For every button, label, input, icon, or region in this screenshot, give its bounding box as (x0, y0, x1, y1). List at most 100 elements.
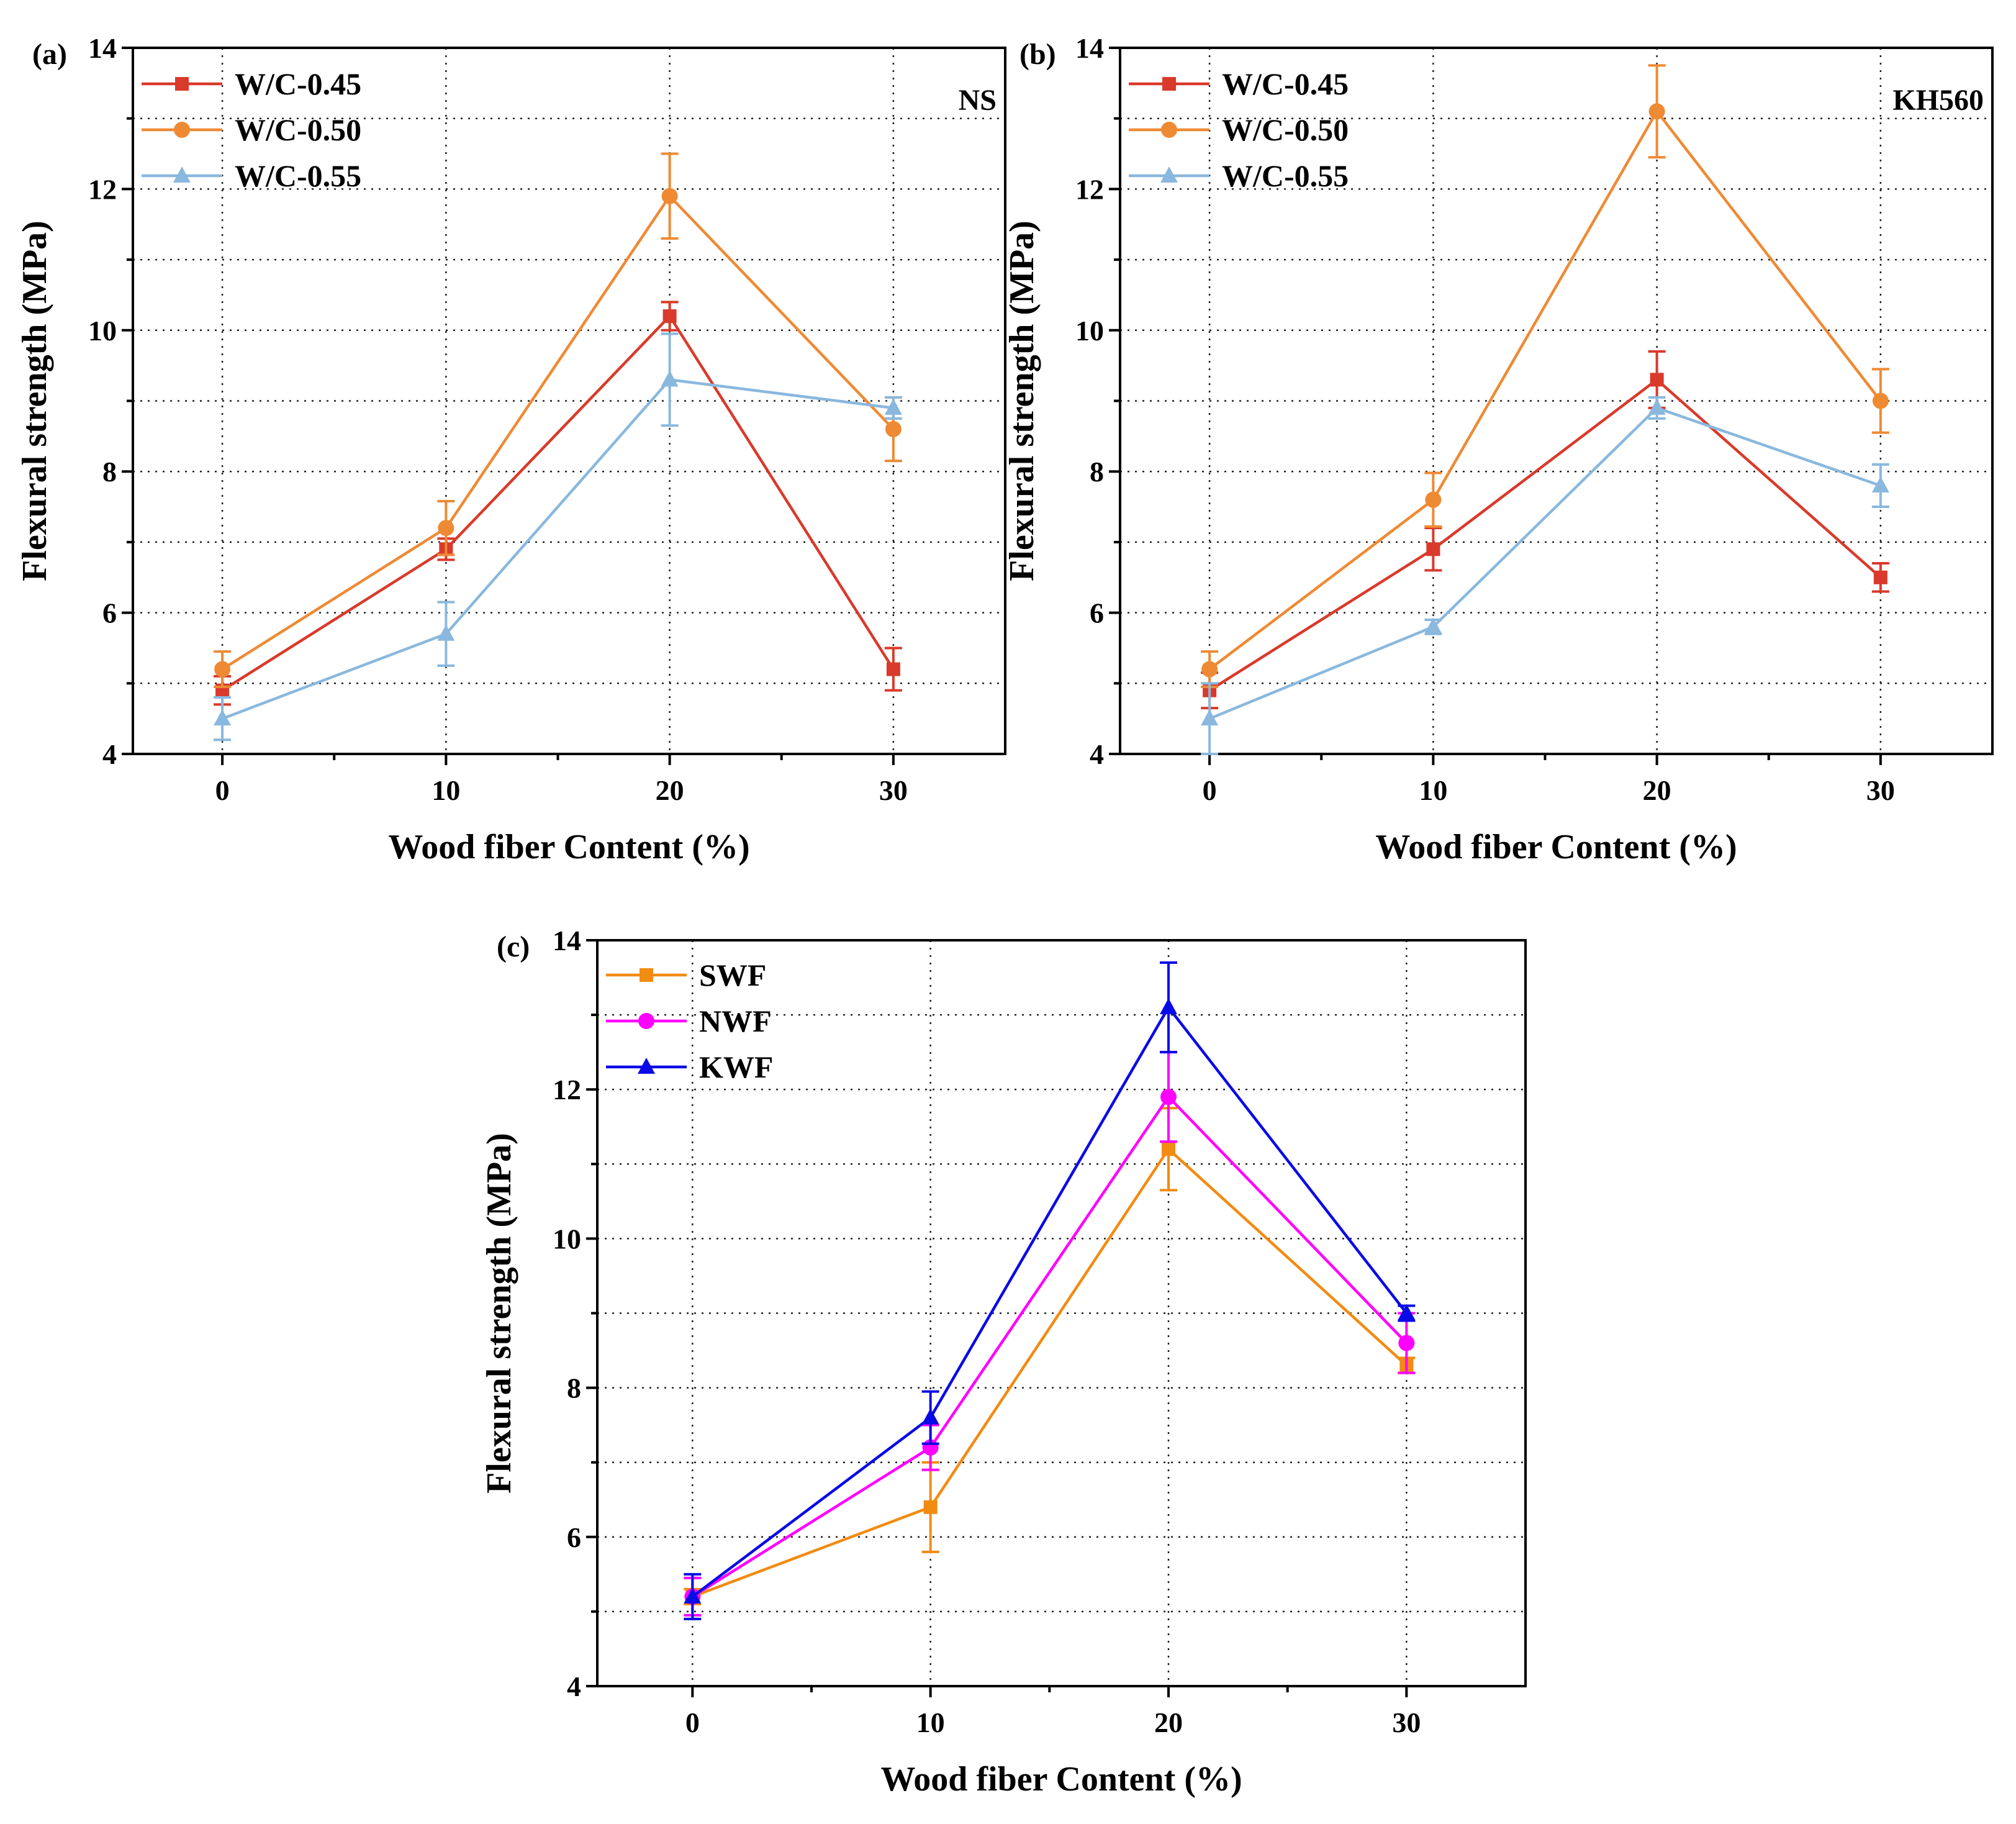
y-tick-label: 12 (1075, 173, 1104, 205)
legend-label: W/C-0.55 (235, 158, 361, 193)
data-point (921, 1408, 939, 1425)
series-line (221, 194, 895, 671)
ticks (586, 939, 1408, 1697)
y-tick-label: 10 (553, 1223, 581, 1255)
data-point (1398, 1304, 1416, 1320)
data-point (1648, 398, 1666, 415)
legend-label: W/C-0.45 (235, 66, 361, 101)
legend-marker (640, 968, 653, 982)
legend-marker (174, 122, 190, 138)
data-point (214, 661, 231, 678)
legend-marker (638, 1013, 654, 1029)
data-point (1424, 617, 1442, 634)
series-w-c-0-55 (1201, 396, 1889, 755)
legend-marker (173, 166, 191, 183)
legend-marker (1161, 122, 1177, 138)
data-point (1650, 373, 1664, 387)
data-point (923, 1500, 938, 1514)
data-point (1398, 1335, 1415, 1351)
legend-entry: W/C-0.55 (1129, 158, 1349, 193)
x-tick-label: 30 (1392, 1707, 1421, 1738)
y-tick-label: 14 (553, 925, 581, 956)
series-line (1209, 406, 1881, 720)
data-point (1873, 570, 1887, 584)
legend-label: SWF (699, 958, 766, 992)
y-tick-label: 6 (567, 1522, 581, 1553)
y-axis-title: Flexural strength (MPa) (480, 1133, 518, 1494)
data-point (437, 624, 455, 641)
x-tick-label: 0 (215, 774, 230, 806)
series-w-c-0-45 (1201, 350, 1889, 710)
legend-entry: KWF (606, 1050, 773, 1084)
data-point (662, 309, 677, 324)
legend-entry: W/C-0.50 (142, 112, 361, 147)
panel-a: 0 10 20 30 4 6 8 10 12 14 Wood fiber Content (%) Fl… (16, 32, 1006, 866)
series-line (1208, 109, 1882, 671)
x-tick-label: 10 (916, 1707, 945, 1738)
gridlines (133, 48, 1005, 754)
x-tick-label: 0 (1203, 774, 1217, 806)
panel-label: (b) (1019, 38, 1056, 71)
y-tick-label: 8 (102, 456, 117, 488)
x-axis-title: Wood fiber Content (%) (880, 1760, 1242, 1799)
panel-annotation: NS (959, 84, 997, 117)
legend-entry: W/C-0.45 (142, 66, 361, 101)
data-point (1201, 661, 1218, 678)
data-point (1201, 709, 1219, 726)
data-point (661, 188, 678, 204)
panel-label: (a) (32, 38, 67, 71)
y-tick-label: 6 (1090, 597, 1104, 629)
panel-label: (c) (497, 930, 530, 963)
x-axis-title: Wood fiber Content (%) (388, 828, 749, 866)
data-point (684, 1587, 702, 1604)
panel-annotation: KH560 (1892, 84, 1984, 117)
data-point (884, 398, 902, 415)
series-line (691, 1005, 1408, 1598)
legend-label: NWF (699, 1004, 772, 1038)
data-point (1160, 1089, 1177, 1105)
legend-marker (638, 1058, 655, 1074)
legend-entry: NWF (606, 1004, 772, 1038)
x-tick-label: 0 (685, 1707, 700, 1738)
legend-entry: SWF (606, 958, 766, 992)
data-point (1425, 491, 1442, 508)
series-line (222, 378, 894, 720)
legend-entry: W/C-0.45 (1129, 66, 1349, 101)
x-tick-label: 20 (1154, 1707, 1183, 1738)
legend-label: KWF (699, 1050, 773, 1084)
y-tick-label: 14 (1075, 32, 1104, 64)
x-tick-label: 20 (656, 774, 684, 806)
series-line (692, 1094, 1408, 1598)
panel-c: 0 10 20 30 4 6 8 10 12 14 Wood fiber Content (%) Fl… (480, 925, 1527, 1799)
data-point (885, 420, 902, 437)
y-tick-label: 10 (1075, 315, 1104, 347)
x-tick-label: 30 (879, 774, 908, 806)
data-point (661, 370, 679, 387)
y-tick-label: 4 (1090, 738, 1104, 770)
plot-frame (132, 47, 1006, 755)
legend-label: W/C-0.55 (1222, 158, 1349, 193)
data-point (438, 520, 454, 537)
legend-marker (175, 77, 189, 91)
x-tick-label: 30 (1866, 774, 1895, 806)
y-tick-label: 10 (88, 315, 117, 347)
data-point (1872, 392, 1889, 409)
y-tick-label: 8 (567, 1373, 581, 1404)
series-kwf (684, 961, 1416, 1620)
series-w-c-0-50 (214, 152, 902, 688)
legend-marker (1162, 77, 1176, 91)
y-axis-title: Flexural strength (MPa) (16, 220, 54, 581)
plot-frame (1119, 47, 1994, 755)
series-line (1208, 378, 1882, 692)
y-tick-label: 14 (88, 32, 117, 64)
series-line (692, 1146, 1408, 1598)
x-tick-label: 10 (432, 774, 460, 806)
data-point (886, 662, 900, 676)
series-line (221, 314, 895, 692)
series-nwf (684, 1051, 1416, 1617)
ticks (122, 47, 895, 765)
panel-b: 0 10 20 30 4 6 8 10 12 14 Wood fiber Content (%) Fl… (1003, 32, 1994, 866)
y-tick-label: 4 (567, 1671, 581, 1702)
legend-label: W/C-0.50 (235, 112, 361, 147)
